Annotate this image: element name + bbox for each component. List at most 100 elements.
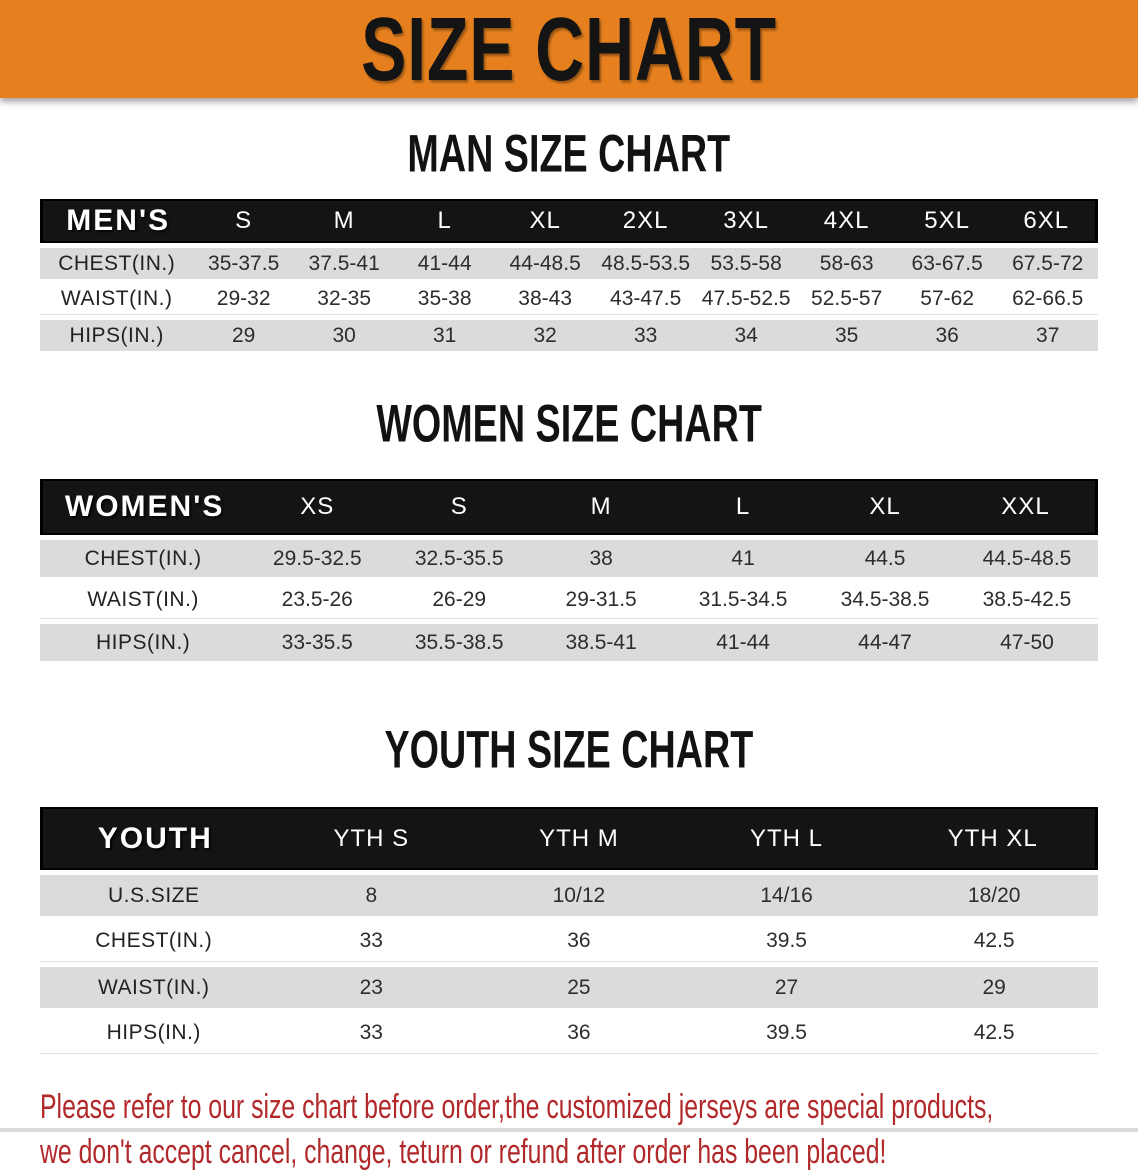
- size-value-cell: 18/20: [890, 875, 1098, 916]
- banner: SIZE CHART: [0, 0, 1138, 100]
- size-value-cell: 47-50: [955, 624, 1098, 661]
- size-value-cell: 47.5-52.5: [695, 284, 797, 315]
- table-row: CHEST(IN.) 35-37.5 37.5-41 41-44 44-48.5 48.5…: [40, 248, 1098, 279]
- size-value-cell: 37.5-41: [293, 248, 395, 279]
- size-value-cell: 53.5-58: [695, 248, 797, 279]
- size-value-cell: 41: [672, 540, 815, 577]
- size-value-cell: 33-35.5: [246, 624, 389, 661]
- size-value-cell: 29: [890, 967, 1098, 1008]
- size-column-header: XXL: [955, 479, 1098, 535]
- size-value-cell: 33: [267, 1013, 476, 1054]
- size-value-cell: 35.5-38.5: [388, 624, 531, 661]
- row-label: HIPS(IN.): [40, 624, 247, 661]
- size-value-cell: 48.5-53.5: [595, 248, 696, 279]
- size-value-cell: 29-31.5: [530, 582, 673, 619]
- section-heading-text: WOMEN SIZE CHART: [376, 393, 762, 453]
- size-table-wrap-men: MEN'S S M L XL 2XL 3XL 4XL 5XL 6XL CHEST(IN.) 35-37…: [40, 194, 1098, 356]
- size-value-cell: 39.5: [682, 1013, 891, 1054]
- size-value-cell: 38.5-42.5: [955, 582, 1098, 619]
- size-value-cell: 35-37.5: [193, 248, 294, 279]
- size-value-cell: 29-32: [193, 284, 294, 315]
- size-table-women: WOMEN'S XS S M L XL XXL CHEST(IN.) 29.5-32.5 32.5…: [40, 474, 1098, 666]
- size-value-cell: 57-62: [896, 284, 998, 315]
- size-value-cell: 29.5-32.5: [246, 540, 389, 577]
- size-table-wrap-youth: YOUTH YTH S YTH M YTH L YTH XL U.S.SIZE 8 10/12…: [40, 802, 1098, 1059]
- size-section-women: WOMEN SIZE CHART WOMEN'S XS S M L XL XXL CHEST(I…: [0, 393, 1138, 666]
- table-row: WAIST(IN.) 23.5-26 26-29 29-31.5 31.5-34.5 34…: [40, 582, 1098, 619]
- row-label: U.S.SIZE: [40, 875, 268, 916]
- size-column-header: 3XL: [695, 199, 797, 243]
- size-column-header: YTH L: [682, 807, 891, 870]
- table-row: CHEST(IN.) 29.5-32.5 32.5-35.5 38 41 44.5 44.5…: [40, 540, 1098, 577]
- disclaimer: Please refer to our size chart before or…: [40, 1085, 1138, 1175]
- size-table-wrap-women: WOMEN'S XS S M L XL XXL CHEST(IN.) 29.5-32.5 32.5…: [40, 474, 1098, 666]
- table-row: CHEST(IN.) 33 36 39.5 42.5: [40, 921, 1098, 962]
- size-value-cell: 44.5: [814, 540, 956, 577]
- size-value-cell: 25: [475, 967, 683, 1008]
- disclaimer-line-wrap: we don't accept cancel, change, teturn o…: [40, 1130, 1138, 1175]
- size-value-cell: 23.5-26: [246, 582, 389, 619]
- size-column-header: 5XL: [896, 199, 998, 243]
- size-value-cell: 10/12: [475, 875, 683, 916]
- size-value-cell: 63-67.5: [896, 248, 998, 279]
- size-value-cell: 23: [267, 967, 476, 1008]
- size-column-header: 2XL: [595, 199, 696, 243]
- size-value-cell: 38: [530, 540, 673, 577]
- table-header-row: WOMEN'S XS S M L XL XXL: [40, 479, 1098, 535]
- section-heading-men: MAN SIZE CHART: [0, 123, 1138, 183]
- size-value-cell: 31.5-34.5: [672, 582, 815, 619]
- size-value-cell: 52.5-57: [796, 284, 897, 315]
- size-value-cell: 44.5-48.5: [955, 540, 1098, 577]
- size-column-header: YTH XL: [890, 807, 1098, 870]
- table-header-row: YOUTH YTH S YTH M YTH L YTH XL: [40, 807, 1098, 870]
- table-row: WAIST(IN.) 23 25 27 29: [40, 967, 1098, 1008]
- size-column-header: 4XL: [796, 199, 897, 243]
- size-column-header: XS: [246, 479, 389, 535]
- table-header-row: MEN'S S M L XL 2XL 3XL 4XL 5XL 6XL: [40, 199, 1098, 243]
- row-label: CHEST(IN.): [40, 540, 247, 577]
- size-column-header: M: [293, 199, 395, 243]
- row-label: WAIST(IN.): [40, 582, 247, 619]
- row-label: HIPS(IN.): [40, 1013, 268, 1054]
- size-value-cell: 37: [997, 320, 1098, 351]
- size-value-cell: 35-38: [394, 284, 495, 315]
- size-table-men: MEN'S S M L XL 2XL 3XL 4XL 5XL 6XL CHEST(IN.) 35-37…: [40, 194, 1098, 356]
- size-value-cell: 29: [193, 320, 294, 351]
- section-heading-youth: YOUTH SIZE CHART: [0, 719, 1138, 779]
- size-value-cell: 38-43: [494, 284, 596, 315]
- size-value-cell: 67.5-72: [997, 248, 1098, 279]
- row-label: CHEST(IN.): [40, 921, 268, 962]
- page-title: SIZE CHART: [361, 0, 777, 100]
- table-row: HIPS(IN.) 29 30 31 32 33 34 35 36 37: [40, 320, 1098, 351]
- row-label: WAIST(IN.): [40, 967, 268, 1008]
- size-column-header: M: [530, 479, 673, 535]
- size-value-cell: 31: [394, 320, 495, 351]
- size-table-youth: YOUTH YTH S YTH M YTH L YTH XL U.S.SIZE 8 10/12…: [40, 802, 1098, 1059]
- size-value-cell: 44-47: [814, 624, 956, 661]
- table-row: U.S.SIZE 8 10/12 14/16 18/20: [40, 875, 1098, 916]
- size-value-cell: 58-63: [796, 248, 897, 279]
- size-value-cell: 41-44: [672, 624, 815, 661]
- size-column-header: L: [672, 479, 815, 535]
- size-value-cell: 32: [494, 320, 596, 351]
- size-value-cell: 44-48.5: [494, 248, 596, 279]
- size-value-cell: 8: [267, 875, 476, 916]
- size-value-cell: 42.5: [890, 1013, 1098, 1054]
- disclaimer-line-2: we don't accept cancel, change, teturn o…: [40, 1133, 887, 1171]
- size-column-header: XL: [494, 199, 596, 243]
- table-row: WAIST(IN.) 29-32 32-35 35-38 38-43 43-47.5 47.…: [40, 284, 1098, 315]
- size-value-cell: 35: [796, 320, 897, 351]
- size-column-header: XL: [814, 479, 956, 535]
- size-section-youth: YOUTH SIZE CHART YOUTH YTH S YTH M YTH L YTH …: [0, 719, 1138, 1059]
- size-column-header: L: [394, 199, 495, 243]
- size-column-header: YTH M: [475, 807, 683, 870]
- table-row: HIPS(IN.) 33 36 39.5 42.5: [40, 1013, 1098, 1054]
- size-value-cell: 32-35: [293, 284, 395, 315]
- disclaimer-line-wrap: Please refer to our size chart before or…: [40, 1085, 1138, 1130]
- section-heading-women: WOMEN SIZE CHART: [0, 393, 1138, 453]
- table-corner-label: YOUTH: [40, 807, 268, 870]
- size-value-cell: 34.5-38.5: [814, 582, 956, 619]
- size-value-cell: 38.5-41: [530, 624, 673, 661]
- table-corner-label: WOMEN'S: [40, 479, 247, 535]
- row-label: CHEST(IN.): [40, 248, 194, 279]
